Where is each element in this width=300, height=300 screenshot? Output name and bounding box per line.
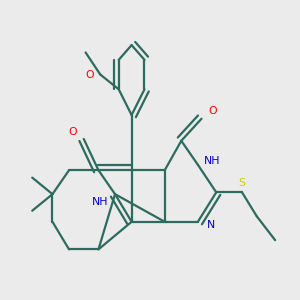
Text: NH: NH	[204, 156, 221, 166]
Text: S: S	[238, 178, 245, 188]
Text: O: O	[68, 127, 77, 136]
Text: NH: NH	[92, 196, 109, 206]
Text: O: O	[85, 70, 94, 80]
Text: O: O	[208, 106, 217, 116]
Text: N: N	[207, 220, 215, 230]
